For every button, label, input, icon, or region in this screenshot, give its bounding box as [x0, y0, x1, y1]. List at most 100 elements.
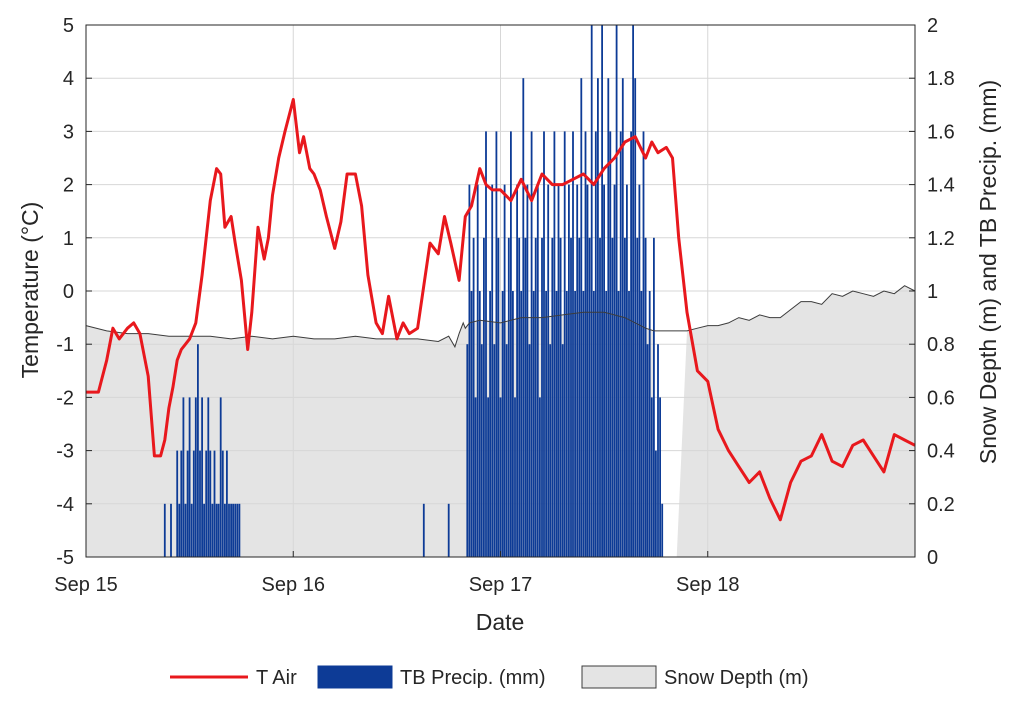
y-right-tick-label: 1.2: [927, 228, 955, 250]
precip-bar: [203, 503, 205, 557]
precip-bar: [561, 344, 564, 557]
precip-bar: [170, 503, 172, 557]
legend-swatch-snow: [581, 665, 657, 689]
precip-bar: [497, 237, 500, 558]
precip-bar: [578, 237, 581, 558]
precip-bar: [594, 131, 597, 557]
precip-bar: [491, 184, 494, 557]
precip-bar: [205, 450, 208, 557]
precip-bar: [487, 397, 489, 557]
plot-area: [85, 24, 916, 558]
precip-bar: [495, 131, 498, 557]
x-axis-label: Date: [476, 609, 525, 635]
precip-bar: [648, 291, 651, 557]
y-right-tick-label: 0.6: [927, 387, 955, 409]
precip-bar: [466, 344, 469, 557]
precip-bar: [215, 503, 218, 557]
precip-bar: [597, 78, 599, 557]
precip-bar: [474, 397, 477, 557]
precip-bar: [611, 237, 614, 558]
precip-bar: [217, 503, 220, 557]
precip-bar: [603, 184, 605, 557]
precip-bar: [186, 450, 189, 557]
precip-bar: [194, 397, 197, 557]
precip-bar: [549, 344, 552, 557]
y-left-tick-label: -1: [56, 334, 74, 356]
precip-bar: [582, 291, 585, 557]
precip-bar: [503, 184, 506, 557]
precip-bar: [470, 291, 473, 557]
precip-bar: [638, 184, 641, 557]
y-right-tick-label: 0.8: [927, 334, 955, 356]
precip-bar: [568, 184, 570, 557]
precip-bar: [213, 450, 216, 557]
precip-bar: [574, 291, 576, 557]
y-left-tick-label: 4: [63, 68, 74, 90]
precip-bar: [188, 397, 191, 557]
snow-depth-line: [85, 285, 916, 349]
precip-bar: [230, 503, 232, 557]
y-right-tick-label: 2: [927, 15, 938, 37]
precip-bar: [512, 291, 514, 557]
precip-bar: [607, 78, 610, 557]
precip-bar: [580, 78, 583, 557]
precip-bar: [480, 344, 483, 557]
legend-label-precip: TB Precip. (mm): [400, 667, 546, 689]
precip-bar: [236, 503, 239, 557]
y-left-tick-label: 2: [63, 175, 74, 197]
precip-bar: [528, 344, 531, 557]
precip-bar: [615, 25, 618, 557]
precip-bar: [518, 237, 521, 558]
y-right-tick-label: 0: [927, 547, 938, 569]
precip-bar: [590, 25, 593, 557]
precip-bar: [524, 237, 527, 558]
precip-bar: [557, 184, 560, 557]
precip-bar: [588, 237, 591, 558]
precip-bar: [655, 450, 657, 557]
precip-bar: [534, 237, 537, 558]
precip-bar: [182, 397, 185, 557]
x-tick-label: Sep 17: [469, 574, 532, 596]
precip-bar: [650, 397, 653, 557]
precip-bar: [493, 344, 496, 557]
precip-bar: [545, 291, 547, 557]
precip-bar: [599, 237, 601, 558]
precip-bar: [489, 291, 491, 557]
precip-bar: [592, 291, 595, 557]
legend-label-snow: Snow Depth (m): [664, 667, 809, 689]
precip-bar: [555, 291, 558, 557]
y-axis-right-label: Snow Depth (m) and TB Precip. (mm): [975, 80, 1001, 464]
precip-bar: [541, 237, 543, 558]
y-axis-left-label: Temperature (°C): [17, 202, 43, 379]
precip-bar: [657, 344, 659, 557]
y-left-tick-label: -5: [56, 547, 74, 569]
precip-bar: [219, 397, 222, 557]
y-left-tick-label: 3: [63, 121, 74, 143]
precip-bar: [176, 450, 179, 557]
precip-bar: [532, 291, 535, 557]
precip-bar: [238, 503, 241, 557]
x-tick-label: Sep 16: [262, 574, 325, 596]
precip-bar: [505, 344, 508, 557]
precip-bar: [478, 291, 481, 557]
precip-bar: [520, 291, 523, 557]
precip-bar: [178, 503, 181, 557]
precip-bar: [447, 503, 450, 557]
precip-bar: [634, 78, 637, 557]
precip-bar: [472, 237, 475, 558]
precip-bar: [468, 184, 471, 557]
precip-bar: [584, 131, 587, 557]
y-right-tick-label: 0.2: [927, 494, 955, 516]
precip-bar: [565, 291, 568, 557]
precip-bar: [514, 397, 516, 557]
precip-bar: [586, 184, 589, 557]
precip-bar: [563, 131, 566, 557]
precip-bar: [539, 397, 541, 557]
precip-bar: [192, 450, 195, 557]
precip-bar: [576, 184, 579, 557]
precip-bar: [180, 450, 183, 557]
precip-bar: [646, 344, 649, 557]
y-right-tick-label: 1.6: [927, 121, 955, 143]
precip-bar: [485, 131, 487, 557]
y-left-tick-label: 1: [63, 228, 74, 250]
